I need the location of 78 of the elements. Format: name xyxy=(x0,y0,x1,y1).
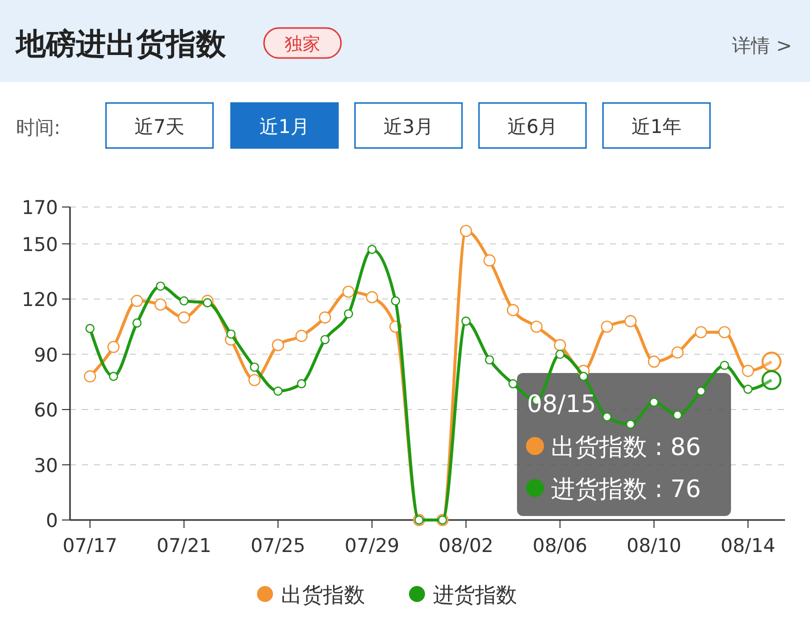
point xyxy=(342,286,355,298)
badge: 独家 xyxy=(263,27,342,59)
point xyxy=(344,309,354,318)
y-tick-label: 60 xyxy=(34,400,58,422)
point xyxy=(672,410,682,420)
x-tick-label: 07/17 xyxy=(62,535,118,557)
point xyxy=(460,224,472,238)
point xyxy=(108,372,118,381)
point xyxy=(366,291,378,304)
point xyxy=(226,329,236,339)
point xyxy=(156,282,166,291)
point xyxy=(718,326,731,338)
x-tick-label: 07/29 xyxy=(344,535,400,557)
point xyxy=(296,379,306,388)
point xyxy=(272,338,284,352)
point xyxy=(696,386,706,396)
point xyxy=(367,244,377,254)
point xyxy=(248,374,261,386)
legend-label: 进货指数 xyxy=(433,583,517,607)
point xyxy=(202,298,212,308)
point xyxy=(318,311,332,324)
point xyxy=(648,356,660,368)
y-tick-label: 0 xyxy=(46,510,58,532)
annotation: 进货指数 : 76 xyxy=(551,475,701,503)
x-tick-label: 08/02 xyxy=(438,535,494,557)
chart-title: 地磅进出货指数 xyxy=(14,27,227,62)
point xyxy=(179,296,189,306)
legend-label: 出货指数 xyxy=(281,583,365,607)
point xyxy=(390,296,400,306)
point xyxy=(107,340,120,354)
y-tick-label: 90 xyxy=(34,344,58,366)
point xyxy=(626,420,636,429)
point xyxy=(273,386,283,396)
x-tick-label: 08/14 xyxy=(720,535,776,557)
text: 近7天 xyxy=(134,116,185,138)
point xyxy=(483,254,496,266)
point xyxy=(555,350,565,359)
x-tick-label: 08/06 xyxy=(532,535,588,557)
point xyxy=(84,370,96,382)
point xyxy=(295,330,308,342)
point xyxy=(320,334,330,344)
text: 时间: xyxy=(16,117,60,139)
point xyxy=(250,362,260,372)
point xyxy=(461,316,471,326)
x-tick-label: 08/10 xyxy=(626,535,682,557)
point xyxy=(132,318,142,328)
point xyxy=(530,320,543,333)
point xyxy=(743,384,753,394)
annotation: 出货指数 : 86 xyxy=(551,433,701,461)
annotation: 08/15 xyxy=(527,390,596,418)
x-tick-label: 07/21 xyxy=(156,535,212,557)
point xyxy=(178,311,190,324)
point xyxy=(720,360,730,370)
point xyxy=(624,315,637,328)
point xyxy=(506,304,520,316)
point xyxy=(554,338,566,352)
point xyxy=(600,320,614,333)
y-tick-label: 150 xyxy=(22,234,58,256)
point xyxy=(671,346,684,359)
point xyxy=(154,298,167,311)
point xyxy=(649,398,659,407)
point xyxy=(694,326,708,338)
point xyxy=(130,294,144,307)
text: 近1年 xyxy=(631,116,682,138)
point xyxy=(578,372,588,381)
point xyxy=(742,364,754,377)
text: 近3月 xyxy=(383,116,434,138)
y-tick-label: 30 xyxy=(34,454,58,477)
y-tick-label: 170 xyxy=(22,197,58,219)
text: 近1月 xyxy=(259,116,310,138)
text: 详情 > xyxy=(732,35,792,57)
point xyxy=(484,355,494,364)
text: 近6月 xyxy=(507,116,558,138)
point xyxy=(85,324,95,334)
y-tick-label: 120 xyxy=(22,289,58,312)
point xyxy=(602,412,612,422)
point xyxy=(508,379,518,388)
x-tick-label: 07/25 xyxy=(250,535,306,557)
